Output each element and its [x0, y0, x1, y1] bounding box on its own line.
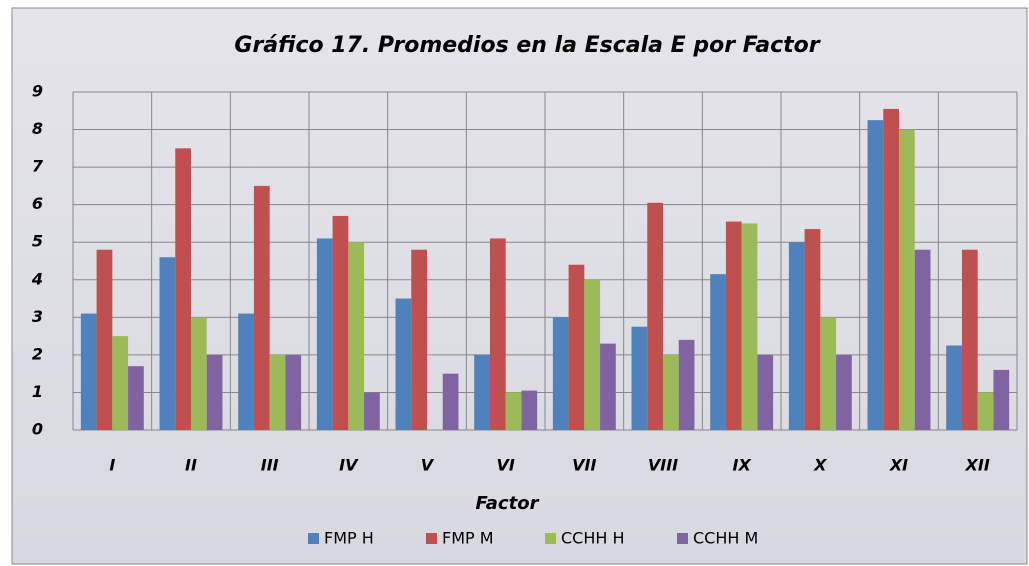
bar [269, 354, 286, 430]
x-tick-label: IV [339, 456, 359, 475]
x-tick-label: II [185, 456, 197, 475]
legend-swatch [426, 533, 437, 544]
y-tick-label: 7 [32, 157, 44, 176]
y-tick-label: 2 [32, 344, 43, 363]
bar [96, 249, 113, 430]
bar [961, 249, 978, 430]
bar [285, 354, 302, 430]
chart-title: Gráfico 17. Promedios en la Escala E por… [234, 33, 820, 58]
bar [946, 345, 962, 430]
y-tick-label: 1 [32, 382, 43, 401]
y-tick-label: 0 [32, 420, 43, 439]
legend-label: FMP H [324, 529, 374, 548]
x-tick-label: V [421, 456, 435, 475]
bar [442, 373, 459, 430]
x-tick-label: I [109, 456, 115, 475]
y-tick-label: 8 [32, 119, 43, 138]
bar [505, 392, 522, 430]
bar [80, 313, 97, 430]
bar [159, 257, 176, 430]
legend-label: CCHH M [693, 529, 758, 548]
bar [600, 343, 616, 430]
bar [191, 317, 207, 430]
bar [804, 229, 821, 430]
y-tick-label: 3 [32, 307, 43, 326]
bar [568, 264, 585, 430]
bar [395, 298, 412, 430]
bar [836, 354, 852, 430]
bar [332, 215, 349, 430]
bar [584, 279, 601, 430]
bar [552, 317, 569, 430]
y-tick-label: 5 [32, 232, 43, 251]
bar [977, 392, 994, 430]
x-tick-label: XI [889, 456, 908, 475]
bar [474, 354, 490, 430]
bar [364, 392, 380, 430]
bar [741, 223, 758, 430]
bar [883, 108, 899, 431]
x-axis-title: Factor [476, 493, 540, 514]
x-tick-label: VII [572, 456, 596, 475]
x-tick-label: VIII [648, 456, 678, 475]
bar [867, 120, 884, 431]
bar [316, 238, 333, 430]
bar [521, 390, 538, 430]
bar [820, 317, 837, 430]
bar [788, 242, 805, 430]
x-tick-label: IX [733, 456, 752, 475]
bar [238, 313, 254, 430]
y-tick-label: 4 [31, 269, 43, 288]
x-tick-label: III [261, 456, 279, 475]
x-tick-label: VI [496, 456, 514, 475]
bar [411, 249, 427, 430]
bar [489, 238, 506, 430]
bar [631, 326, 648, 430]
x-tick-label: XII [965, 456, 990, 475]
bar [348, 242, 365, 430]
bar [663, 354, 679, 430]
bar [128, 366, 144, 430]
bar [206, 354, 223, 430]
bar [757, 354, 774, 430]
y-tick-label: 9 [32, 82, 43, 101]
bar [253, 185, 270, 430]
legend-label: FMP M [442, 529, 494, 548]
legend-swatch [545, 533, 556, 544]
bar [647, 202, 663, 430]
bar [899, 129, 915, 431]
y-tick-label: 6 [32, 194, 43, 213]
bar [112, 336, 129, 430]
bar [710, 274, 726, 430]
bar [175, 148, 191, 431]
legend-label: CCHH H [561, 529, 625, 548]
bar [914, 249, 931, 430]
legend-swatch [308, 533, 319, 544]
x-tick-label: X [813, 456, 827, 475]
bar [993, 369, 1010, 430]
legend-swatch [677, 533, 688, 544]
bar [725, 221, 742, 430]
bar [678, 339, 695, 430]
